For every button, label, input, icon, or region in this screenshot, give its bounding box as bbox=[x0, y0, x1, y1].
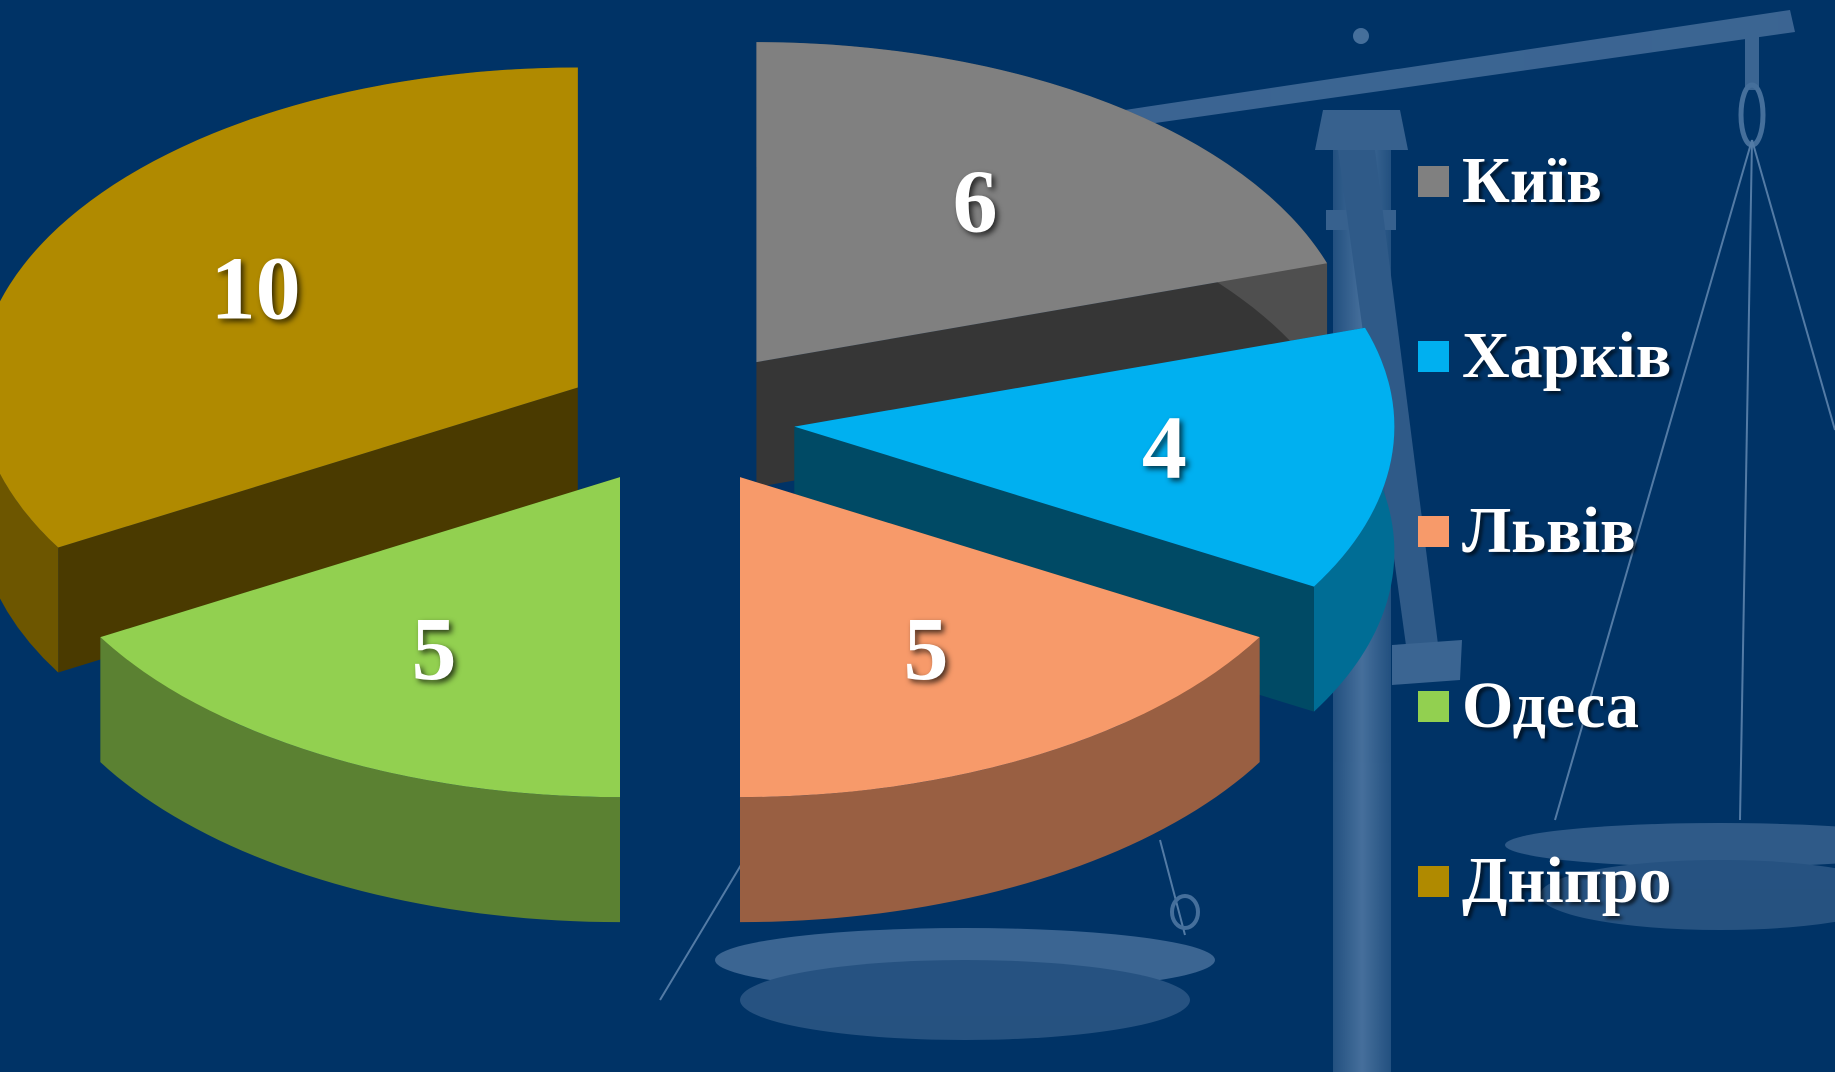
data-label-odesa: 5 bbox=[412, 600, 457, 699]
data-label-kharkiv: 4 bbox=[1142, 398, 1187, 497]
legend-swatch bbox=[1418, 865, 1449, 897]
pie-slice-odesa bbox=[100, 477, 620, 923]
legend-label: Дніпро bbox=[1462, 844, 1672, 917]
legend-swatch bbox=[1418, 340, 1449, 372]
data-label-dnipro: 10 bbox=[211, 239, 301, 338]
data-label-kyiv: 6 bbox=[953, 153, 998, 252]
legend-item-kyiv: Київ bbox=[1418, 140, 1818, 222]
legend-label: Львів bbox=[1462, 494, 1636, 567]
legend-item-lviv: Львів bbox=[1418, 490, 1818, 572]
legend-item-kharkiv: Харків bbox=[1418, 315, 1818, 397]
legend: Київ Харків Львів Одеса Дніпро bbox=[1418, 140, 1818, 1015]
legend-item-dnipro: Дніпро bbox=[1418, 840, 1818, 922]
legend-swatch bbox=[1418, 515, 1449, 547]
legend-swatch bbox=[1418, 690, 1449, 722]
pie-slice-dnipro bbox=[0, 67, 578, 673]
legend-label: Одеса bbox=[1462, 669, 1640, 742]
legend-label: Київ bbox=[1462, 144, 1602, 217]
legend-swatch bbox=[1418, 165, 1449, 197]
data-label-lviv: 5 bbox=[904, 600, 949, 699]
legend-label: Харків bbox=[1462, 319, 1672, 392]
pie-slice-lviv bbox=[740, 477, 1260, 923]
legend-item-odesa: Одеса bbox=[1418, 665, 1818, 747]
